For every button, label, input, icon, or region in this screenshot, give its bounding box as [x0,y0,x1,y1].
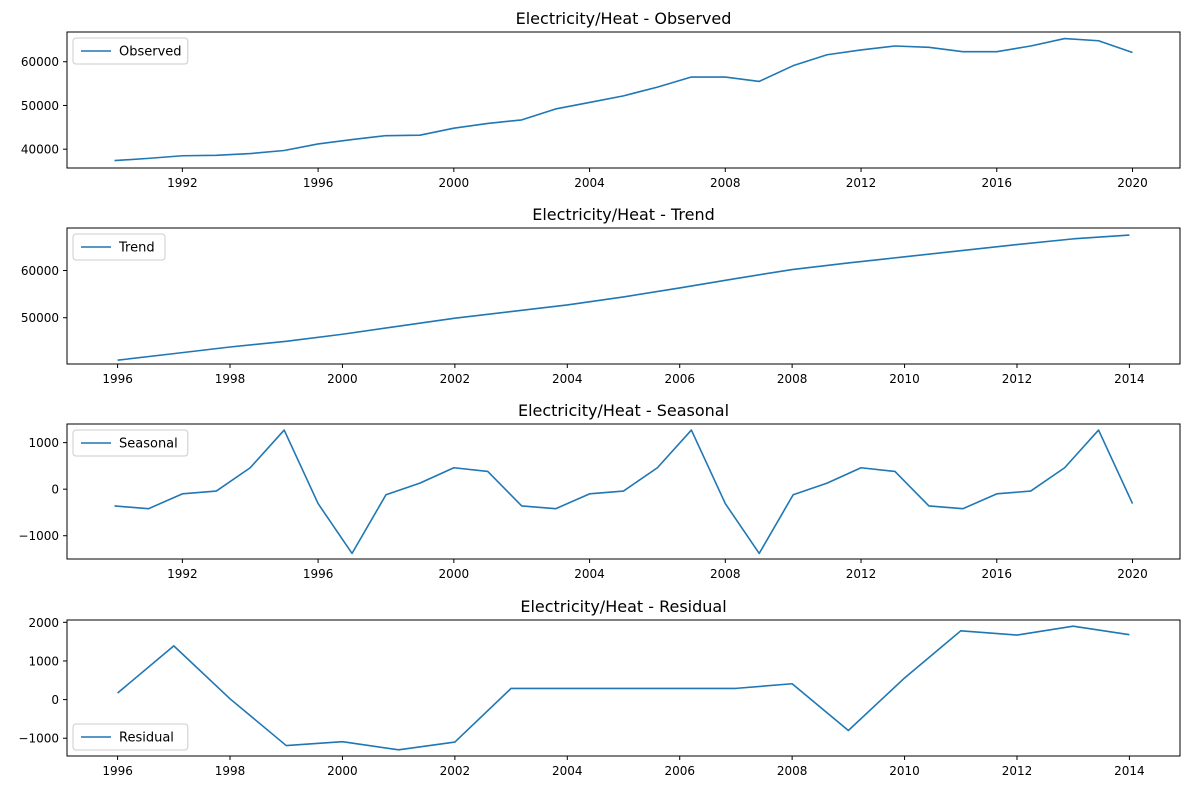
legend-label: Residual [119,731,174,746]
subplot-4: Electricity/Heat - Residual 1996 1998 2000 2… [18,597,1181,778]
y-tick-label: 0 [51,693,59,707]
y-tick-label: 1000 [28,436,59,450]
y-tick-label: 50000 [21,99,59,113]
x-tick-label: 2002 [440,764,471,778]
x-tick-label: 2000 [439,567,470,581]
x-tick-label: 2012 [1002,764,1033,778]
series-line-seasonal [114,429,1134,555]
series-line-trend [117,234,1130,362]
x-tick-label: 1992 [167,567,198,581]
x-tick-label: 1996 [102,372,133,386]
x-tick-label: 2004 [552,372,583,386]
series-line-observed [114,37,1133,162]
x-tick-label: 2020 [1117,567,1148,581]
legend-label: Seasonal [119,437,178,452]
x-tick-label: 2000 [327,764,358,778]
axes-frame [66,423,1181,560]
y-tick-label: −1000 [18,732,59,746]
x-tick-label: 2006 [664,764,695,778]
x-tick-label: 2010 [889,372,920,386]
subplot-3: Electricity/Heat - Seasonal 1992 1996 2000 2… [18,401,1181,581]
x-tick-label: 1996 [102,764,133,778]
x-tick-label: 2012 [1002,372,1033,386]
legend-box [72,723,189,751]
x-tick-label: 2020 [1117,176,1148,190]
y-tick-label: −1000 [18,529,59,543]
x-tick-label: 2014 [1114,764,1145,778]
y-tick-label: 60000 [21,264,59,278]
axes-frame [66,31,1181,169]
legend-label: Observed [119,45,182,60]
x-tick-label: 2008 [710,567,741,581]
x-tick-label: 2012 [846,567,877,581]
x-tick-label: 1996 [303,176,334,190]
y-tick-label: 1000 [28,654,59,668]
x-tick-label: 1998 [215,372,246,386]
x-tick-label: 2010 [889,764,920,778]
x-tick-label: 2004 [574,567,605,581]
y-tick-label: 60000 [21,55,59,69]
x-tick-label: 2004 [552,764,583,778]
x-tick-label: 2012 [846,176,877,190]
x-tick-label: 2008 [777,372,808,386]
x-tick-label: 2000 [327,372,358,386]
y-tick-label: 0 [51,483,59,497]
y-tick-label: 2000 [28,616,59,630]
x-tick-label: 2016 [981,567,1012,581]
x-tick-label: 2016 [981,176,1012,190]
chart-title: Electricity/Heat - Trend [532,205,715,224]
y-tick-label: 40000 [21,143,59,157]
y-tick-label: 50000 [21,311,59,325]
axes-frame [66,619,1181,757]
x-tick-label: 2000 [439,176,470,190]
legend-box [72,37,189,65]
series-line-residual [117,625,1130,751]
subplot-2: Electricity/Heat - Trend 1996 1998 2000 2002… [21,205,1181,386]
x-tick-label: 2002 [440,372,471,386]
chart-title: Electricity/Heat - Seasonal [518,401,729,420]
x-tick-label: 1996 [303,567,334,581]
x-tick-label: 2014 [1114,372,1145,386]
legend-label: Trend [118,241,155,256]
x-tick-label: 1992 [167,176,198,190]
x-tick-label: 2004 [574,176,605,190]
legend-box [72,429,189,457]
chart-title: Electricity/Heat - Observed [516,9,732,28]
chart-title: Electricity/Heat - Residual [520,597,726,616]
legend-box [72,233,166,261]
x-tick-label: 2008 [777,764,808,778]
x-tick-label: 2006 [664,372,695,386]
subplot-1: Electricity/Heat - Observed 1992 1996 2000 2… [21,9,1181,190]
x-tick-label: 1998 [215,764,246,778]
axes-frame [66,227,1181,365]
x-tick-label: 2008 [710,176,741,190]
